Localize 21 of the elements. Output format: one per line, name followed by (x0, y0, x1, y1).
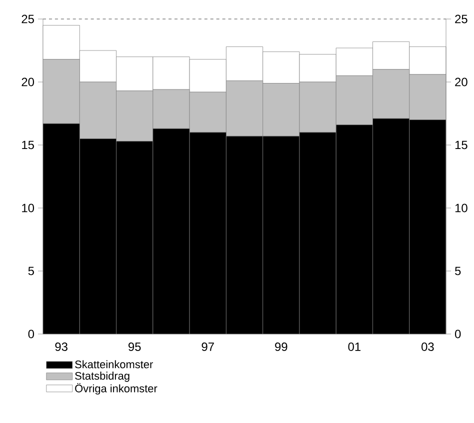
x-tick-label: 01 (348, 342, 360, 351)
y-tick-label: 15 (455, 140, 468, 150)
x-tick-label: 03 (422, 342, 434, 351)
y2-tick-label: 20 (22, 78, 34, 86)
x-tick-label: 97 (202, 342, 214, 351)
y2-tick-label: 25 (22, 14, 34, 24)
y-tick-label: 25 (455, 14, 468, 24)
x-tick-label: 99 (275, 342, 288, 351)
y-tick-label: 0 (455, 330, 461, 338)
x-tick-label: 95 (128, 342, 141, 351)
legend-label: Statsbidrag (75, 372, 130, 382)
y-tick-label: 10 (455, 204, 468, 212)
y2-tick-label: 10 (22, 204, 34, 212)
legend-label: Övriga inkomster (75, 383, 158, 395)
y2-tick-label: 0 (28, 330, 34, 338)
y-tick-label: 20 (455, 78, 468, 86)
legend-label: Skatteinkomster (75, 360, 153, 368)
x-tick-label: 93 (55, 342, 68, 351)
y2-tick-label: 15 (22, 140, 34, 150)
y-tick-label: 5 (455, 266, 461, 276)
y2-tick-label: 5 (28, 266, 34, 276)
